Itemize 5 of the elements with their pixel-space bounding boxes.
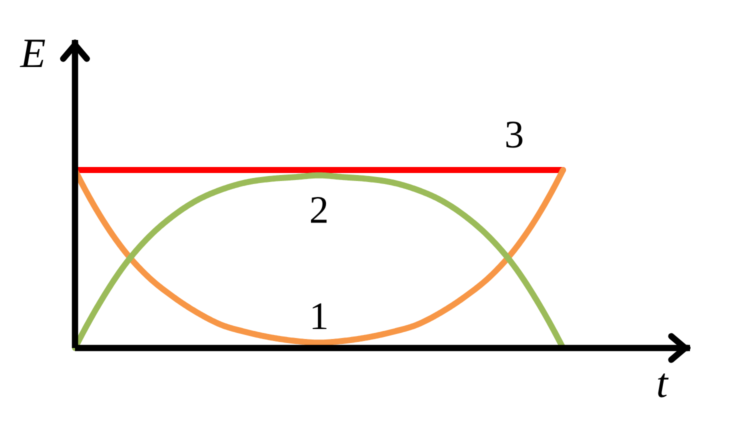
x-axis-title: t bbox=[658, 373, 669, 398]
series-label: 2 bbox=[310, 196, 327, 223]
y-axis-title: E bbox=[20, 40, 46, 68]
series-label: 1 bbox=[312, 303, 326, 330]
series-label: 3 bbox=[506, 122, 522, 148]
